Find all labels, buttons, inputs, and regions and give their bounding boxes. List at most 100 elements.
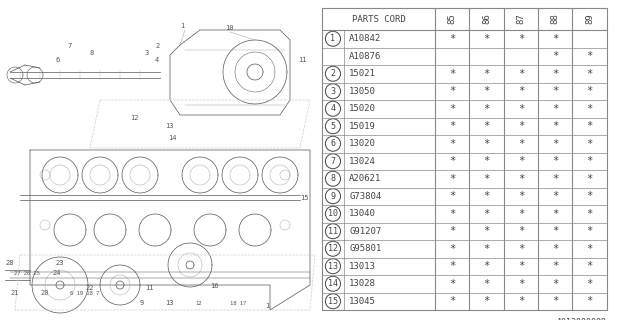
Text: 8: 8 — [330, 174, 335, 183]
Text: 1: 1 — [180, 23, 184, 29]
Text: *: * — [449, 34, 455, 44]
Text: PARTS CORD: PARTS CORD — [351, 14, 405, 23]
Text: A10876: A10876 — [349, 52, 381, 61]
Text: 21: 21 — [10, 290, 19, 296]
Text: 13045: 13045 — [349, 297, 376, 306]
Text: *: * — [449, 104, 455, 114]
Text: *: * — [449, 156, 455, 166]
Text: 13020: 13020 — [349, 139, 376, 148]
Text: *: * — [518, 296, 524, 306]
Text: 88: 88 — [550, 14, 559, 24]
Text: *: * — [449, 174, 455, 184]
Text: *: * — [449, 69, 455, 79]
Text: 13: 13 — [165, 300, 173, 306]
Text: 12: 12 — [195, 301, 202, 306]
Text: *: * — [552, 86, 558, 96]
Text: *: * — [552, 34, 558, 44]
Text: 15: 15 — [300, 195, 308, 201]
Text: *: * — [518, 174, 524, 184]
Text: 27 26 25: 27 26 25 — [14, 271, 40, 276]
Text: *: * — [552, 261, 558, 271]
Text: *: * — [449, 296, 455, 306]
Text: *: * — [483, 121, 490, 131]
Text: 14: 14 — [168, 135, 177, 141]
Text: *: * — [449, 86, 455, 96]
Text: *: * — [586, 244, 593, 254]
Text: *: * — [552, 191, 558, 201]
Text: *: * — [552, 156, 558, 166]
Text: 87: 87 — [516, 14, 525, 24]
Text: 10: 10 — [225, 25, 234, 31]
Text: 15: 15 — [328, 297, 338, 306]
Text: *: * — [518, 261, 524, 271]
Text: *: * — [586, 51, 593, 61]
Text: 3: 3 — [330, 87, 335, 96]
Text: 1: 1 — [265, 303, 269, 309]
Text: 13: 13 — [165, 123, 173, 129]
Text: *: * — [586, 261, 593, 271]
Text: 12: 12 — [130, 115, 138, 121]
Text: *: * — [586, 104, 593, 114]
Text: G73804: G73804 — [349, 192, 381, 201]
Text: *: * — [449, 121, 455, 131]
Text: 23: 23 — [55, 260, 63, 266]
Text: *: * — [586, 174, 593, 184]
Text: *: * — [449, 191, 455, 201]
Text: 4: 4 — [155, 57, 159, 63]
Text: G91207: G91207 — [349, 227, 381, 236]
Text: *: * — [518, 121, 524, 131]
Text: *: * — [586, 209, 593, 219]
Text: *: * — [552, 139, 558, 149]
Text: 15021: 15021 — [349, 69, 376, 78]
Text: 1: 1 — [330, 34, 335, 43]
Text: 85: 85 — [447, 14, 457, 24]
Text: *: * — [586, 191, 593, 201]
Text: *: * — [586, 156, 593, 166]
Text: 13050: 13050 — [349, 87, 376, 96]
Text: *: * — [552, 244, 558, 254]
Text: 9: 9 — [140, 300, 144, 306]
Text: *: * — [483, 34, 490, 44]
Text: *: * — [483, 191, 490, 201]
Text: *: * — [483, 139, 490, 149]
Text: *: * — [483, 261, 490, 271]
Text: 6 19 18 7: 6 19 18 7 — [70, 291, 99, 296]
Text: *: * — [518, 34, 524, 44]
Text: 4: 4 — [330, 104, 335, 113]
Text: *: * — [552, 104, 558, 114]
Text: A20621: A20621 — [349, 174, 381, 183]
Text: *: * — [449, 244, 455, 254]
Text: *: * — [518, 244, 524, 254]
Text: *: * — [518, 209, 524, 219]
Text: 6: 6 — [55, 57, 60, 63]
Text: 13: 13 — [328, 262, 338, 271]
Text: 12: 12 — [328, 244, 338, 253]
Text: *: * — [518, 69, 524, 79]
Text: 15019: 15019 — [349, 122, 376, 131]
Text: *: * — [552, 296, 558, 306]
Text: 16: 16 — [210, 283, 218, 289]
Text: *: * — [552, 69, 558, 79]
Text: *: * — [552, 174, 558, 184]
Text: 8: 8 — [90, 50, 94, 56]
Text: *: * — [586, 279, 593, 289]
Text: 24: 24 — [52, 270, 61, 276]
Text: 11: 11 — [298, 57, 307, 63]
Text: *: * — [518, 139, 524, 149]
Text: *: * — [483, 226, 490, 236]
Text: 28: 28 — [5, 260, 13, 266]
Text: *: * — [449, 226, 455, 236]
Text: *: * — [518, 86, 524, 96]
Text: *: * — [586, 139, 593, 149]
Text: A013000099: A013000099 — [557, 318, 607, 320]
Text: *: * — [483, 279, 490, 289]
Text: 3: 3 — [145, 50, 149, 56]
Text: 13028: 13028 — [349, 279, 376, 288]
Text: *: * — [552, 226, 558, 236]
Text: *: * — [483, 296, 490, 306]
Text: 13013: 13013 — [349, 262, 376, 271]
Text: 11: 11 — [145, 285, 154, 291]
Text: *: * — [483, 156, 490, 166]
Text: *: * — [586, 296, 593, 306]
Text: *: * — [483, 174, 490, 184]
